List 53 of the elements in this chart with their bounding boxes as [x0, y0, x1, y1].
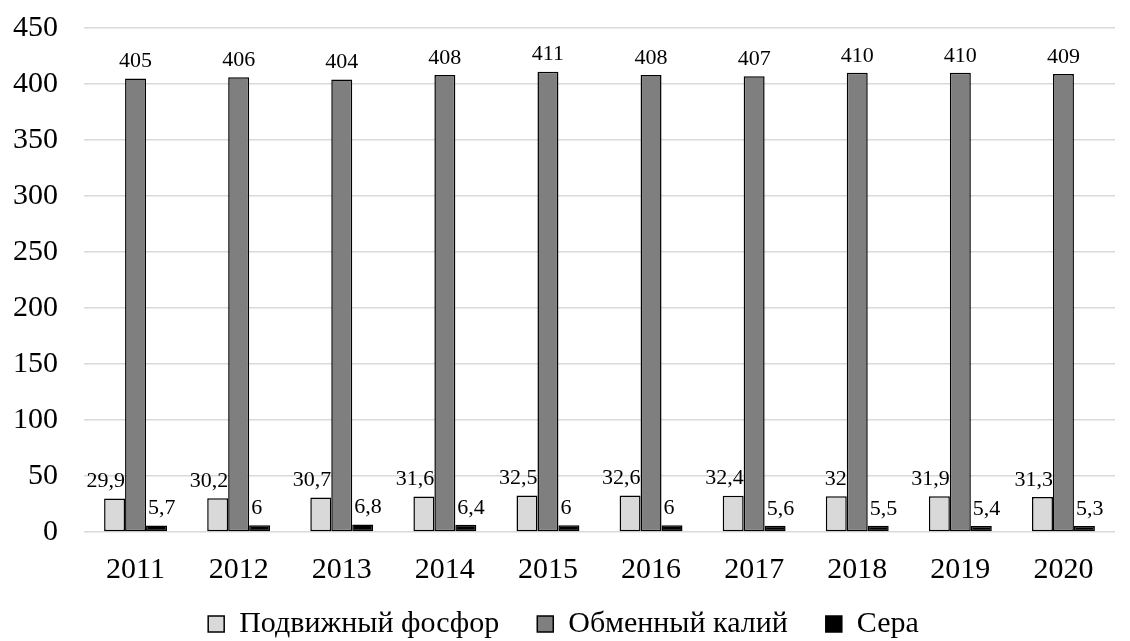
data-label: 404: [325, 48, 359, 74]
data-label: 408: [428, 43, 462, 69]
y-tick-label: 0: [43, 512, 58, 546]
y-tick-label: 400: [13, 64, 58, 98]
data-label: 31,3: [1014, 465, 1053, 491]
x-tick-label: 2017: [724, 550, 785, 584]
data-label: 6,4: [457, 493, 485, 519]
data-label: 406: [222, 46, 256, 72]
y-tick-label: 100: [13, 400, 58, 434]
legend-label: Сера: [856, 604, 919, 638]
data-label: 6,8: [354, 493, 382, 519]
data-label: 6: [663, 494, 675, 520]
data-label: 29,9: [86, 467, 126, 493]
data-label: 5,6: [766, 494, 795, 520]
data-label: 32,6: [602, 464, 641, 490]
x-tick-label: 2019: [930, 550, 991, 584]
data-label: 5,5: [869, 494, 898, 520]
data-label: 6: [251, 494, 263, 520]
data-label: 405: [119, 47, 153, 73]
data-label: 407: [737, 44, 771, 70]
data-label: 30,2: [189, 466, 229, 492]
y-tick-label: 450: [13, 8, 58, 42]
data-label: 6: [560, 494, 572, 520]
x-tick-label: 2015: [517, 550, 578, 584]
data-label: 411: [531, 40, 565, 66]
data-label: 31,9: [911, 465, 950, 491]
y-tick-label: 250: [13, 232, 58, 266]
x-tick-label: 2018: [827, 550, 888, 584]
data-label: 30,7: [292, 466, 332, 492]
data-label: 410: [840, 41, 874, 67]
y-tick-label: 300: [13, 176, 58, 210]
data-label: 410: [943, 41, 977, 67]
y-tick-label: 150: [13, 344, 58, 378]
data-label: 31,6: [395, 465, 435, 491]
data-label: 409: [1046, 42, 1080, 68]
x-tick-label: 2014: [414, 550, 475, 584]
data-label: 5,4: [972, 494, 1001, 520]
data-label: 5,3: [1075, 494, 1104, 520]
data-label: 408: [634, 43, 668, 69]
x-tick-label: 2013: [311, 550, 372, 584]
y-tick-label: 200: [13, 288, 58, 322]
x-tick-label: 2011: [106, 550, 165, 584]
data-label: 32: [824, 464, 847, 490]
y-tick-label: 350: [13, 120, 58, 154]
data-label: 32,5: [498, 464, 538, 490]
legend-label: Подвижный фосфор: [239, 604, 500, 638]
x-tick-label: 2020: [1033, 550, 1094, 584]
legend-label: Обменный калий: [568, 604, 788, 638]
x-tick-label: 2016: [621, 550, 682, 584]
data-label: 5,7: [148, 494, 176, 520]
y-tick-label: 50: [28, 456, 58, 490]
data-label: 32,4: [705, 464, 744, 490]
x-tick-label: 2012: [208, 550, 269, 584]
